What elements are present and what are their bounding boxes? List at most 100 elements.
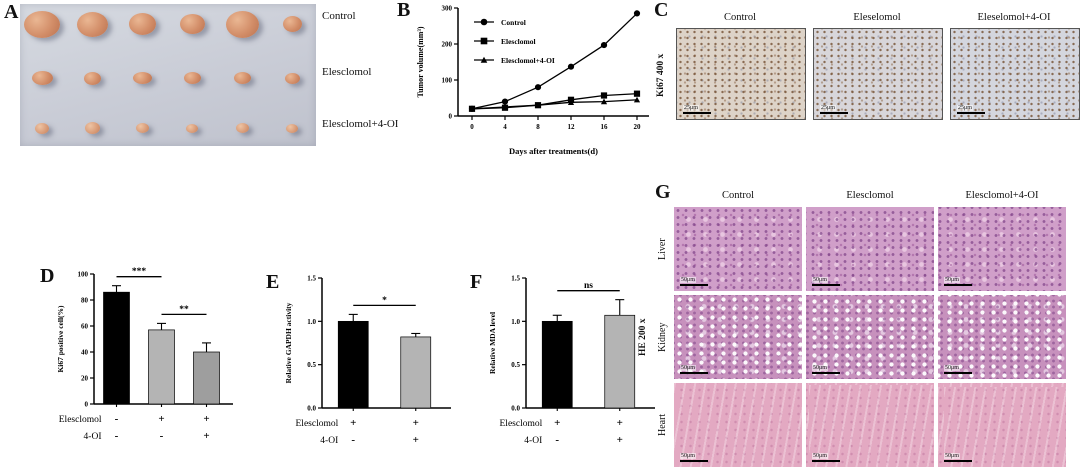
tumor-specimen <box>83 71 101 85</box>
svg-text:4-OI: 4-OI <box>320 436 338 446</box>
tumor-row-label-elesclomol-4oi: Elesclomol+4-OI <box>322 118 399 130</box>
panel-c-label: C <box>654 0 669 21</box>
panel-c-colhead-elesclomol: Eleselomol <box>853 12 901 23</box>
ki67-micrograph-control: 25μm <box>676 28 806 120</box>
svg-text:+: + <box>413 434 419 446</box>
tumor-specimen <box>286 123 298 133</box>
panel-d-label: D <box>40 265 55 287</box>
svg-text:4-OI: 4-OI <box>524 436 542 446</box>
panel-g-colhead-control: Control <box>721 190 755 201</box>
svg-text:1.5: 1.5 <box>511 275 520 283</box>
ki67-micrograph-elesclomol-4oi: 25μm <box>950 28 1080 120</box>
scale-bar: 50μm <box>944 277 972 286</box>
tumor-volume-line-chart: 0 100 200 300 0 4 8 12 16 20 Control Elesclomol Eles… <box>416 5 649 156</box>
he-micrograph-heart-elesclomol-4oi: 50μm <box>938 383 1066 467</box>
tumor-specimen <box>132 72 152 84</box>
svg-text:Elesclomol+4-OI: Elesclomol+4-OI <box>501 56 555 65</box>
svg-text:+: + <box>158 413 164 425</box>
panel-e-label: E <box>266 271 280 293</box>
svg-text:-: - <box>555 434 559 446</box>
scale-bar: 50μm <box>812 365 840 374</box>
svg-text:20: 20 <box>634 123 642 131</box>
he-micrograph-kidney-control: 50μm <box>674 295 802 379</box>
svg-text:8: 8 <box>536 123 540 131</box>
panel-f-label: F <box>470 271 483 293</box>
svg-text:Days after treatments(d): Days after treatments(d) <box>509 146 598 156</box>
scale-bar: 50μm <box>812 453 840 462</box>
tumor-specimen <box>183 72 201 84</box>
svg-text:-: - <box>115 413 119 425</box>
svg-text:ns: ns <box>584 281 593 291</box>
panel-c-side-label: Ki67 400 x <box>656 53 666 97</box>
tumor-row-label-elesclomol: Elesclomol <box>322 66 372 78</box>
tumor-specimen <box>233 72 251 84</box>
svg-text:1.0: 1.0 <box>511 318 520 326</box>
scale-bar: 25μm <box>683 105 711 114</box>
tumor-specimen <box>186 123 198 133</box>
panel-a-label: A <box>4 1 19 23</box>
tumor-specimen <box>35 122 49 134</box>
svg-text:12: 12 <box>568 123 576 131</box>
svg-text:*: * <box>382 296 387 306</box>
tumor-specimen <box>282 16 302 32</box>
svg-text:+: + <box>617 417 623 429</box>
tumor-specimen <box>135 123 149 133</box>
panel-g-row-label-kidney: Kidney <box>657 322 668 352</box>
svg-text:Elesclomol: Elesclomol <box>296 419 339 429</box>
panel-g-colhead-elesclomol-4oi: Elesclomol+4-OI <box>965 190 1039 201</box>
svg-text:0: 0 <box>470 123 474 131</box>
svg-text:-: - <box>160 430 164 442</box>
he-micrograph-liver-elesclomol: 50μm <box>806 207 934 291</box>
tumor-specimen <box>76 11 108 37</box>
scale-bar: 50μm <box>680 277 708 286</box>
svg-text:100: 100 <box>78 271 89 279</box>
panel-b-label: B <box>397 0 411 21</box>
svg-text:0.0: 0.0 <box>511 405 520 413</box>
svg-text:**: ** <box>179 305 189 315</box>
svg-text:Relative MDA level: Relative MDA level <box>488 312 497 374</box>
svg-text:0.5: 0.5 <box>307 361 316 369</box>
svg-text:+: + <box>350 417 356 429</box>
svg-text:+: + <box>203 430 209 442</box>
svg-text:+: + <box>554 417 560 429</box>
svg-text:300: 300 <box>442 5 453 13</box>
gapdh-activity-bar-chart: 0.0 0.5 1.0 1.5 * Elesclomol + +4-OI - + Relative … <box>284 275 451 446</box>
svg-text:16: 16 <box>601 123 609 131</box>
svg-text:4-OI: 4-OI <box>84 432 102 442</box>
scale-bar: 50μm <box>680 453 708 462</box>
tumor-photo <box>20 4 316 146</box>
svg-text:Tumor volume(mm³): Tumor volume(mm³) <box>416 26 425 97</box>
svg-text:0: 0 <box>85 401 89 409</box>
panel-c-colhead-elesclomol-4oi: Eleselomol+4-OI <box>977 12 1051 23</box>
svg-text:Elesclomol: Elesclomol <box>501 37 536 46</box>
svg-text:1.5: 1.5 <box>307 275 316 283</box>
tumor-specimen <box>235 123 249 133</box>
ki67-micrograph-elesclomol: 25μm <box>813 28 943 120</box>
he-micrograph-liver-elesclomol-4oi: 50μm <box>938 207 1066 291</box>
svg-text:0: 0 <box>449 113 453 121</box>
panel-c-colhead-control: Control <box>723 12 757 23</box>
tumor-specimen <box>179 14 205 34</box>
tumor-row-label-control: Control <box>322 10 356 22</box>
svg-text:+: + <box>617 434 623 446</box>
svg-text:100: 100 <box>442 77 453 85</box>
tumor-specimen <box>31 71 53 85</box>
svg-text:Elesclomol: Elesclomol <box>59 415 102 425</box>
svg-text:***: *** <box>132 267 147 277</box>
svg-text:-: - <box>115 430 119 442</box>
he-micrograph-liver-control: 50μm <box>674 207 802 291</box>
panel-g-label: G <box>655 181 671 203</box>
tumor-specimen <box>24 10 60 38</box>
scale-bar: 50μm <box>680 365 708 374</box>
svg-text:Ki67 positive cell(%): Ki67 positive cell(%) <box>56 305 65 373</box>
svg-text:Relative GAPDH activity: Relative GAPDH activity <box>284 302 293 383</box>
scale-bar: 25μm <box>820 105 848 114</box>
he-micrograph-kidney-elesclomol: 50μm <box>806 295 934 379</box>
tumor-specimen <box>128 13 156 35</box>
svg-text:0.0: 0.0 <box>307 405 316 413</box>
svg-text:+: + <box>413 417 419 429</box>
scale-bar: 50μm <box>944 365 972 374</box>
svg-text:Control: Control <box>501 18 526 27</box>
